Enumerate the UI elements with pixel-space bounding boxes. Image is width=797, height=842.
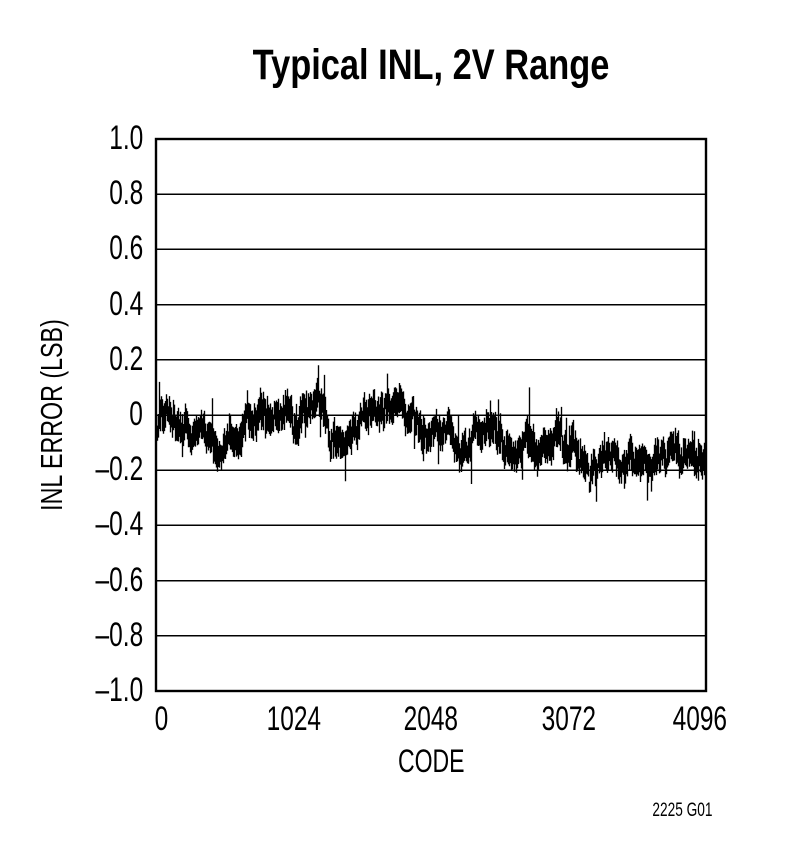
y-tick-label-text: 0.2 bbox=[108, 339, 143, 378]
figure-caption-text: 2225 G01 bbox=[651, 800, 712, 821]
y-tick-label-text: 0.8 bbox=[108, 174, 143, 213]
plot-frame bbox=[154, 137, 708, 693]
y-tick-label: –0.4 bbox=[40, 506, 143, 542]
y-tick-label: –0.2 bbox=[40, 451, 143, 487]
y-tick-label: 0 bbox=[40, 396, 143, 432]
x-tick-label-text: 1024 bbox=[266, 700, 321, 738]
x-tick-label: 1024 bbox=[234, 701, 354, 737]
inl-trace bbox=[155, 365, 707, 502]
gridlines bbox=[156, 193, 706, 637]
figure-caption: 2225 G01 bbox=[629, 800, 712, 822]
x-axis-title: CODE bbox=[331, 743, 531, 779]
x-tick-label: 0 bbox=[101, 701, 221, 737]
y-tick-label-text: –0.4 bbox=[95, 505, 143, 544]
y-tick-label-text: 0.6 bbox=[108, 229, 143, 268]
x-tick-label: 2048 bbox=[371, 701, 491, 737]
y-tick-label: 0.8 bbox=[40, 175, 143, 211]
y-tick-label-text: –0.8 bbox=[95, 615, 143, 654]
plot-area bbox=[154, 137, 708, 693]
x-tick-label-text: 3072 bbox=[541, 700, 596, 738]
y-tick-label-text: –0.2 bbox=[95, 450, 143, 489]
y-tick-label-text: 0.4 bbox=[108, 284, 143, 323]
x-tick-label: 3072 bbox=[509, 701, 629, 737]
x-tick-label-text: 2048 bbox=[403, 700, 459, 738]
y-tick-label-text: –1.0 bbox=[95, 671, 143, 709]
x-tick-label: 4096 bbox=[640, 701, 760, 737]
y-tick-label-text: –0.6 bbox=[95, 560, 143, 599]
chart-title: Typical INL, 2V Range bbox=[154, 41, 708, 89]
y-tick-label: –0.6 bbox=[40, 562, 143, 598]
x-tick-label-text: 0 bbox=[154, 700, 168, 738]
y-tick-label: 0.2 bbox=[40, 341, 143, 377]
y-tick-label: 1.0 bbox=[40, 120, 143, 156]
y-tick-label: –1.0 bbox=[40, 672, 143, 708]
y-tick-label-text: 1.0 bbox=[108, 119, 143, 157]
x-axis-title-text: CODE bbox=[397, 743, 465, 779]
y-tick-label: 0.4 bbox=[40, 286, 143, 322]
y-tick-label: 0.6 bbox=[40, 230, 143, 266]
chart-title-text: Typical INL, 2V Range bbox=[252, 41, 610, 89]
x-tick-label-text: 4096 bbox=[672, 700, 728, 738]
y-tick-label-text: 0 bbox=[129, 395, 143, 433]
y-tick-label: –0.8 bbox=[40, 617, 143, 653]
